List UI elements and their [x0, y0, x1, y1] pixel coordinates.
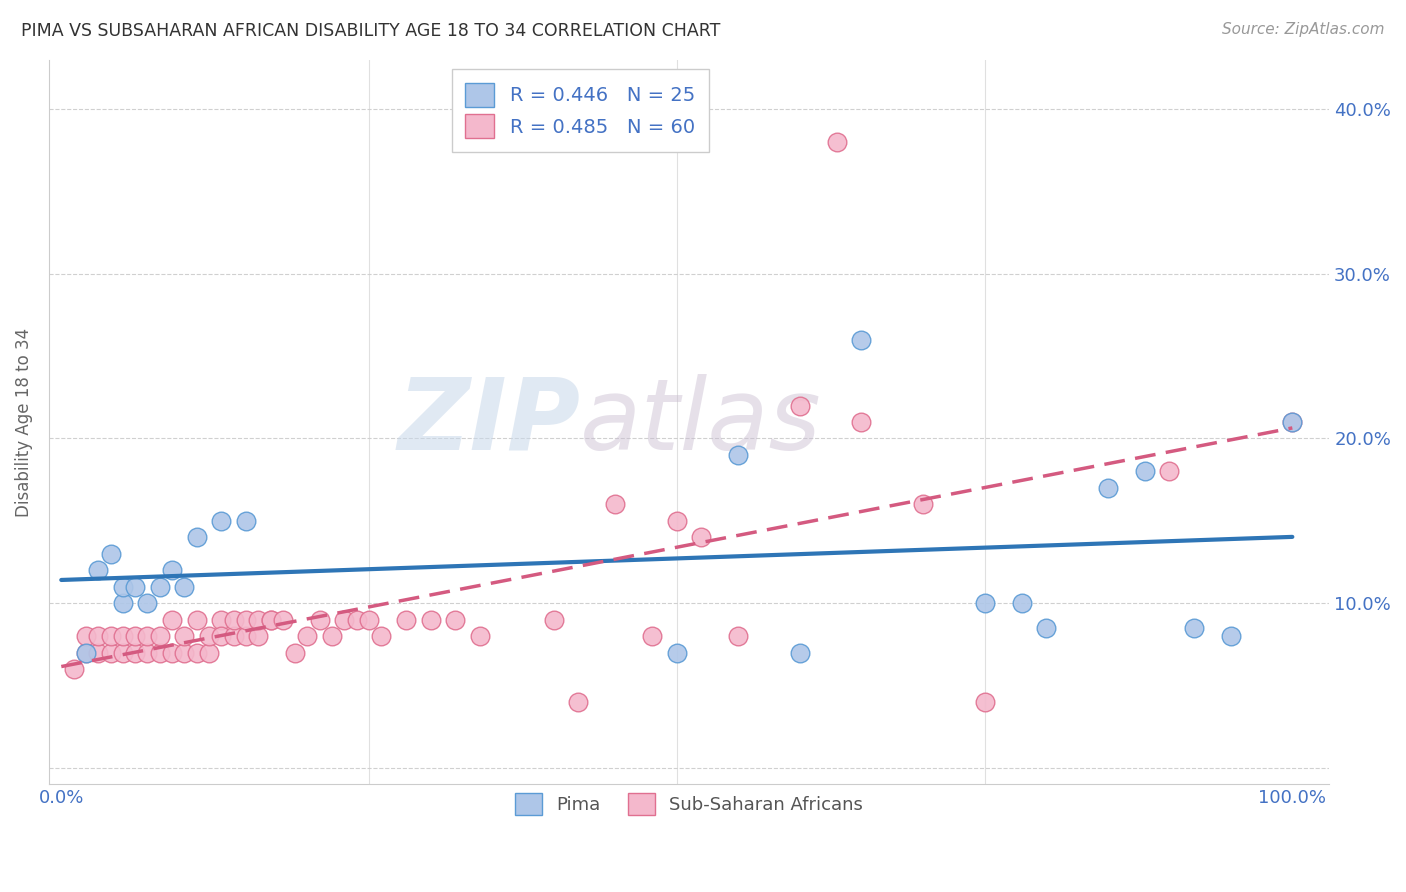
Point: [198, 646, 221, 660]
Point: [259, 613, 281, 627]
Point: [395, 613, 418, 627]
Point: [222, 613, 245, 627]
Point: [149, 629, 172, 643]
Point: [1011, 596, 1033, 610]
Point: [333, 613, 356, 627]
Point: [136, 646, 159, 660]
Point: [665, 514, 688, 528]
Point: [136, 629, 159, 643]
Point: [641, 629, 664, 643]
Point: [124, 580, 146, 594]
Point: [605, 497, 627, 511]
Text: atlas: atlas: [581, 374, 823, 470]
Text: ZIP: ZIP: [398, 374, 581, 470]
Point: [321, 629, 343, 643]
Point: [111, 629, 134, 643]
Point: [87, 629, 110, 643]
Point: [75, 646, 97, 660]
Point: [789, 646, 811, 660]
Point: [370, 629, 392, 643]
Point: [136, 596, 159, 610]
Point: [346, 613, 368, 627]
Point: [1133, 465, 1156, 479]
Point: [198, 629, 221, 643]
Point: [419, 613, 441, 627]
Point: [789, 399, 811, 413]
Point: [444, 613, 467, 627]
Point: [1159, 465, 1181, 479]
Point: [160, 646, 183, 660]
Point: [308, 613, 330, 627]
Point: [209, 613, 232, 627]
Point: [149, 580, 172, 594]
Point: [75, 646, 97, 660]
Point: [124, 646, 146, 660]
Point: [1281, 415, 1303, 429]
Legend: Pima, Sub-Saharan Africans: Pima, Sub-Saharan Africans: [505, 782, 875, 826]
Point: [173, 580, 195, 594]
Y-axis label: Disability Age 18 to 34: Disability Age 18 to 34: [15, 327, 32, 516]
Point: [235, 514, 257, 528]
Point: [100, 547, 122, 561]
Point: [1035, 621, 1057, 635]
Point: [235, 629, 257, 643]
Point: [186, 646, 208, 660]
Point: [186, 613, 208, 627]
Point: [247, 629, 270, 643]
Point: [284, 646, 307, 660]
Point: [1182, 621, 1205, 635]
Point: [567, 695, 589, 709]
Point: [690, 530, 713, 544]
Point: [825, 135, 848, 149]
Point: [160, 613, 183, 627]
Point: [235, 613, 257, 627]
Point: [727, 448, 749, 462]
Point: [543, 613, 565, 627]
Point: [186, 530, 208, 544]
Point: [259, 613, 281, 627]
Point: [1219, 629, 1241, 643]
Point: [851, 333, 873, 347]
Text: PIMA VS SUBSAHARAN AFRICAN DISABILITY AGE 18 TO 34 CORRELATION CHART: PIMA VS SUBSAHARAN AFRICAN DISABILITY AG…: [21, 22, 720, 40]
Point: [271, 613, 294, 627]
Point: [75, 629, 97, 643]
Point: [62, 662, 84, 676]
Point: [973, 695, 995, 709]
Point: [111, 646, 134, 660]
Point: [297, 629, 319, 643]
Point: [1097, 481, 1119, 495]
Text: Source: ZipAtlas.com: Source: ZipAtlas.com: [1222, 22, 1385, 37]
Point: [468, 629, 491, 643]
Point: [973, 596, 995, 610]
Point: [357, 613, 380, 627]
Point: [851, 415, 873, 429]
Point: [727, 629, 749, 643]
Point: [173, 646, 195, 660]
Point: [160, 563, 183, 577]
Point: [209, 514, 232, 528]
Point: [665, 646, 688, 660]
Point: [87, 646, 110, 660]
Point: [111, 596, 134, 610]
Point: [124, 629, 146, 643]
Point: [1281, 415, 1303, 429]
Point: [100, 646, 122, 660]
Point: [87, 563, 110, 577]
Point: [222, 629, 245, 643]
Point: [111, 580, 134, 594]
Point: [247, 613, 270, 627]
Point: [209, 629, 232, 643]
Point: [100, 629, 122, 643]
Point: [173, 629, 195, 643]
Point: [911, 497, 934, 511]
Point: [149, 646, 172, 660]
